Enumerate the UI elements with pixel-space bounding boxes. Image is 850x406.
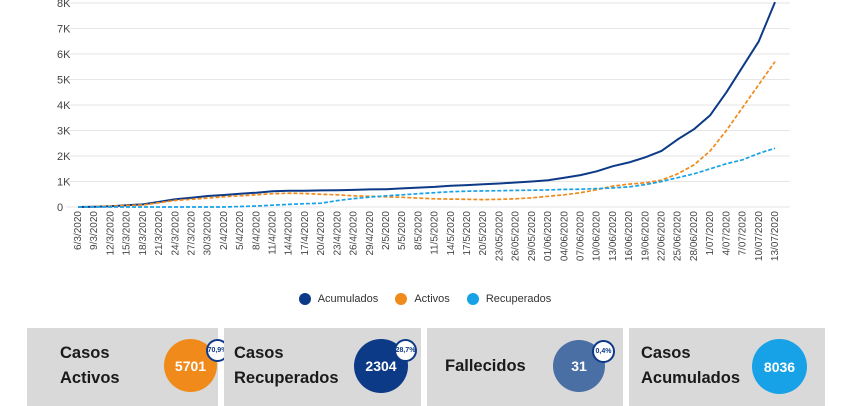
x-tick-label: 11/5/2020 bbox=[430, 211, 441, 255]
x-tick-label: 14/5/2020 bbox=[446, 211, 457, 256]
y-tick-label: 8K bbox=[57, 0, 71, 10]
legend-marker-acumulados bbox=[298, 293, 311, 305]
line-chart: 0 1K 2K 3K 4K 5K 6K 7K 8K 6/3/2020 9/3/2020 12/3/2… bbox=[57, 0, 790, 261]
x-tick-label: 21/3/2020 bbox=[154, 211, 165, 256]
card-label: Casos Acumulados bbox=[641, 344, 741, 387]
card-value: 8036 bbox=[763, 358, 796, 375]
card-label: Casos Recuperados bbox=[234, 344, 339, 387]
card-casos-recuperados: Casos Recuperados 2304 28,7% bbox=[224, 328, 421, 406]
legend-item-acumulados[interactable]: Acumulados bbox=[298, 293, 379, 305]
x-tick-label: 5/5/2020 bbox=[397, 211, 408, 250]
x-tick-label: 12/3/2020 bbox=[105, 211, 116, 256]
x-tick-label: 15/3/2020 bbox=[122, 211, 133, 256]
card-fallecidos: Fallecidos 31 0,4% bbox=[427, 328, 623, 406]
y-tick-label: 4K bbox=[57, 100, 71, 112]
percent-value: 28,7% bbox=[395, 347, 416, 354]
x-tick-label: 1/07/2020 bbox=[705, 211, 716, 256]
x-axis-ticks: 6/3/2020 9/3/2020 12/3/2020 15/3/2020 18/3/2… bbox=[73, 211, 781, 261]
x-tick-label: 24/3/2020 bbox=[170, 211, 181, 256]
percent-value: 70,9% bbox=[207, 347, 228, 354]
x-tick-label: 29/05/2020 bbox=[527, 211, 538, 261]
x-tick-label: 5/4/2020 bbox=[235, 211, 246, 250]
card-label: Casos Activos bbox=[60, 344, 120, 387]
x-tick-label: 2/5/2020 bbox=[381, 211, 392, 250]
x-tick-label: 07/06/2020 bbox=[575, 211, 586, 261]
legend-label: Activos bbox=[414, 293, 450, 305]
legend-label: Acumulados bbox=[317, 293, 379, 305]
legend-marker-activos bbox=[395, 293, 408, 305]
x-tick-label: 18/3/2020 bbox=[138, 211, 149, 256]
x-tick-label: 04/06/2020 bbox=[559, 211, 570, 261]
x-tick-label: 6/3/2020 bbox=[73, 211, 84, 250]
percent-badge: 0,4% bbox=[592, 340, 615, 363]
series-line-recuperados bbox=[78, 147, 776, 208]
y-tick-label: 6K bbox=[57, 49, 71, 61]
x-tick-label: 7/07/2020 bbox=[738, 211, 749, 256]
x-tick-label: 10/06/2020 bbox=[592, 211, 603, 261]
x-tick-label: 25/06/2020 bbox=[673, 211, 684, 261]
x-tick-label: 30/3/2020 bbox=[203, 211, 214, 256]
legend-item-recuperados[interactable]: Recuperados bbox=[466, 293, 552, 305]
y-tick-label: 2K bbox=[57, 151, 71, 163]
legend-label: Recuperados bbox=[485, 293, 552, 305]
series-line-activos bbox=[77, 61, 776, 208]
y-tick-label: 7K bbox=[57, 24, 71, 36]
x-tick-label: 11/4/2020 bbox=[268, 211, 279, 255]
y-tick-label: 0 bbox=[57, 202, 63, 214]
value-circle: 8036 bbox=[752, 339, 807, 394]
y-axis-ticks: 0 1K 2K 3K 4K 5K 6K 7K 8K bbox=[57, 0, 71, 214]
x-tick-label: 10/07/2020 bbox=[754, 211, 765, 261]
x-tick-label: 13/06/2020 bbox=[608, 211, 619, 261]
percent-value: 0,4% bbox=[595, 348, 612, 355]
x-tick-label: 22/06/2020 bbox=[657, 211, 668, 261]
y-tick-label: 3K bbox=[57, 126, 71, 138]
card-label: Fallecidos bbox=[445, 357, 526, 375]
x-tick-label: 9/3/2020 bbox=[89, 211, 100, 250]
x-tick-label: 8/4/2020 bbox=[251, 211, 262, 250]
x-tick-label: 23/05/2020 bbox=[494, 211, 505, 261]
y-tick-label: 5K bbox=[57, 75, 71, 87]
x-tick-label: 20/4/2020 bbox=[316, 211, 327, 256]
x-tick-label: 4/07/2020 bbox=[721, 211, 732, 256]
chart-legend: Acumulados Activos Recuperados bbox=[0, 293, 850, 308]
chart-grid bbox=[66, 2, 790, 208]
percent-badge: 28,7% bbox=[394, 339, 417, 362]
x-tick-label: 13/07/2020 bbox=[770, 211, 781, 261]
x-tick-label: 14/4/2020 bbox=[284, 211, 295, 256]
legend-item-activos[interactable]: Activos bbox=[395, 293, 450, 305]
x-tick-label: 26/05/2020 bbox=[511, 211, 522, 261]
card-casos-activos: Casos Activos 5701 70,9% bbox=[27, 328, 229, 406]
percent-badge: 70,9% bbox=[206, 339, 229, 362]
legend-marker-recuperados bbox=[466, 293, 479, 305]
x-tick-label: 27/3/2020 bbox=[186, 211, 197, 256]
x-tick-label: 17/4/2020 bbox=[300, 211, 311, 256]
x-tick-label: 2/4/2020 bbox=[219, 211, 230, 250]
x-tick-label: 23/4/2020 bbox=[332, 211, 343, 256]
y-tick-label: 1K bbox=[57, 177, 71, 189]
summary-cards: Casos Activos 5701 70,9% Casos Recuperad… bbox=[0, 328, 850, 406]
x-tick-label: 20/5/2020 bbox=[478, 211, 489, 256]
x-tick-label: 19/06/2020 bbox=[640, 211, 651, 261]
x-tick-label: 29/4/2020 bbox=[365, 211, 376, 256]
card-value: 31 bbox=[571, 358, 587, 374]
card-value: 2304 bbox=[365, 358, 397, 374]
x-tick-label: 17/5/2020 bbox=[462, 211, 473, 256]
x-tick-label: 8/5/2020 bbox=[413, 211, 424, 250]
chart-series bbox=[77, 1, 776, 208]
series-line-acumulados bbox=[77, 1, 776, 208]
x-tick-label: 28/06/2020 bbox=[689, 211, 700, 261]
x-tick-label: 01/06/2020 bbox=[543, 211, 554, 261]
x-tick-label: 16/06/2020 bbox=[624, 211, 635, 261]
x-tick-label: 26/4/2020 bbox=[349, 211, 360, 256]
card-casos-acumulados: Casos Acumulados 8036 bbox=[629, 328, 825, 406]
card-value: 5701 bbox=[174, 357, 207, 374]
